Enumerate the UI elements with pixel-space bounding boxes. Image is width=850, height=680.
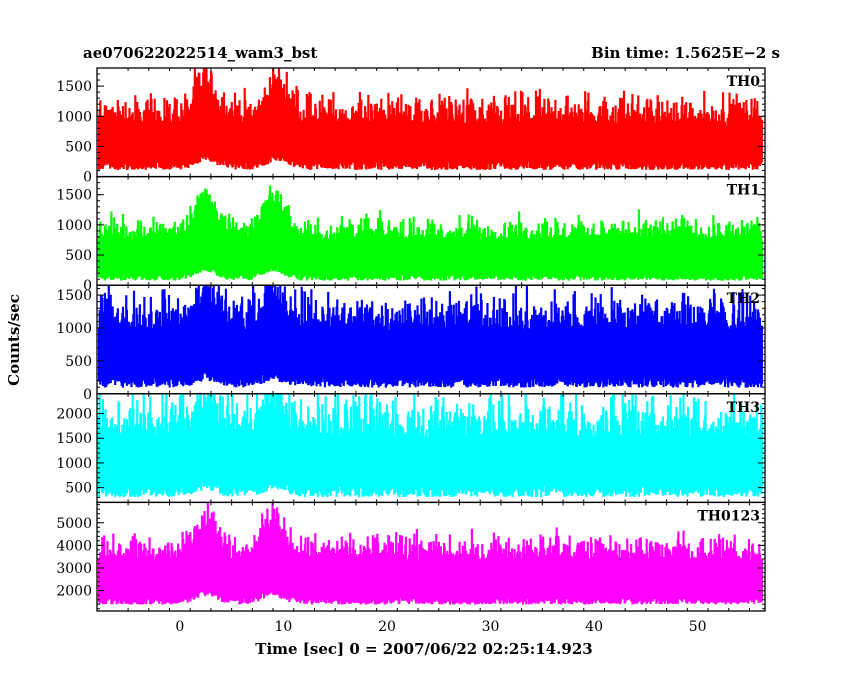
y-tick-label: 0 — [83, 387, 92, 403]
y-tick-label: 1500 — [56, 431, 92, 447]
signal-th0123 — [97, 502, 763, 605]
panel-label-th3: TH3 — [727, 400, 760, 416]
panel-frame — [96, 501, 766, 612]
y-tick-label: 0 — [83, 170, 92, 186]
y-tick-label: 5000 — [56, 516, 92, 532]
y-tick-label: 1000 — [56, 321, 92, 337]
x-axis-label: Time [sec] 0 = 2007/06/22 02:25:14.923 — [255, 640, 593, 658]
y-tick-label: 1500 — [56, 188, 92, 204]
y-tick-label: 1500 — [56, 288, 92, 304]
signal-th1 — [97, 185, 763, 281]
panel-label-th0: TH0 — [727, 74, 761, 90]
x-tick-label: 50 — [689, 619, 707, 635]
x-tick-label: 20 — [378, 619, 396, 635]
signal-th3 — [97, 393, 763, 498]
chart-title: ae070622022514_wam3_bst — [83, 44, 318, 62]
panel-label-th2: TH2 — [727, 291, 760, 307]
panel-label-th0123: TH0123 — [697, 508, 760, 524]
panel-label-th1: TH1 — [727, 183, 760, 199]
x-tick-label: 0 — [175, 619, 184, 635]
bin-time-label: Bin time: 1.5625E−2 s — [591, 44, 780, 62]
x-tick-label: 10 — [275, 619, 293, 635]
signal-th2 — [97, 285, 763, 388]
y-tick-label: 1000 — [56, 456, 92, 472]
x-tick-label: 30 — [482, 619, 500, 635]
y-tick-label: 1000 — [56, 218, 92, 234]
y-tick-label: 2000 — [56, 407, 92, 423]
y-tick-label: 2000 — [56, 584, 92, 600]
signal-th0 — [97, 68, 763, 170]
y-tick-label: 500 — [65, 139, 92, 155]
y-tick-label: 500 — [65, 248, 92, 264]
x-tick-label: 40 — [585, 619, 603, 635]
y-tick-label: 3000 — [56, 561, 92, 577]
y-tick-label: 1500 — [56, 79, 92, 95]
y-tick-label: 0 — [83, 278, 92, 294]
y-tick-label: 4000 — [56, 538, 92, 554]
y-tick-label: 500 — [65, 354, 92, 370]
y-tick-label: 500 — [65, 481, 92, 497]
y-tick-label: 1000 — [56, 109, 92, 125]
